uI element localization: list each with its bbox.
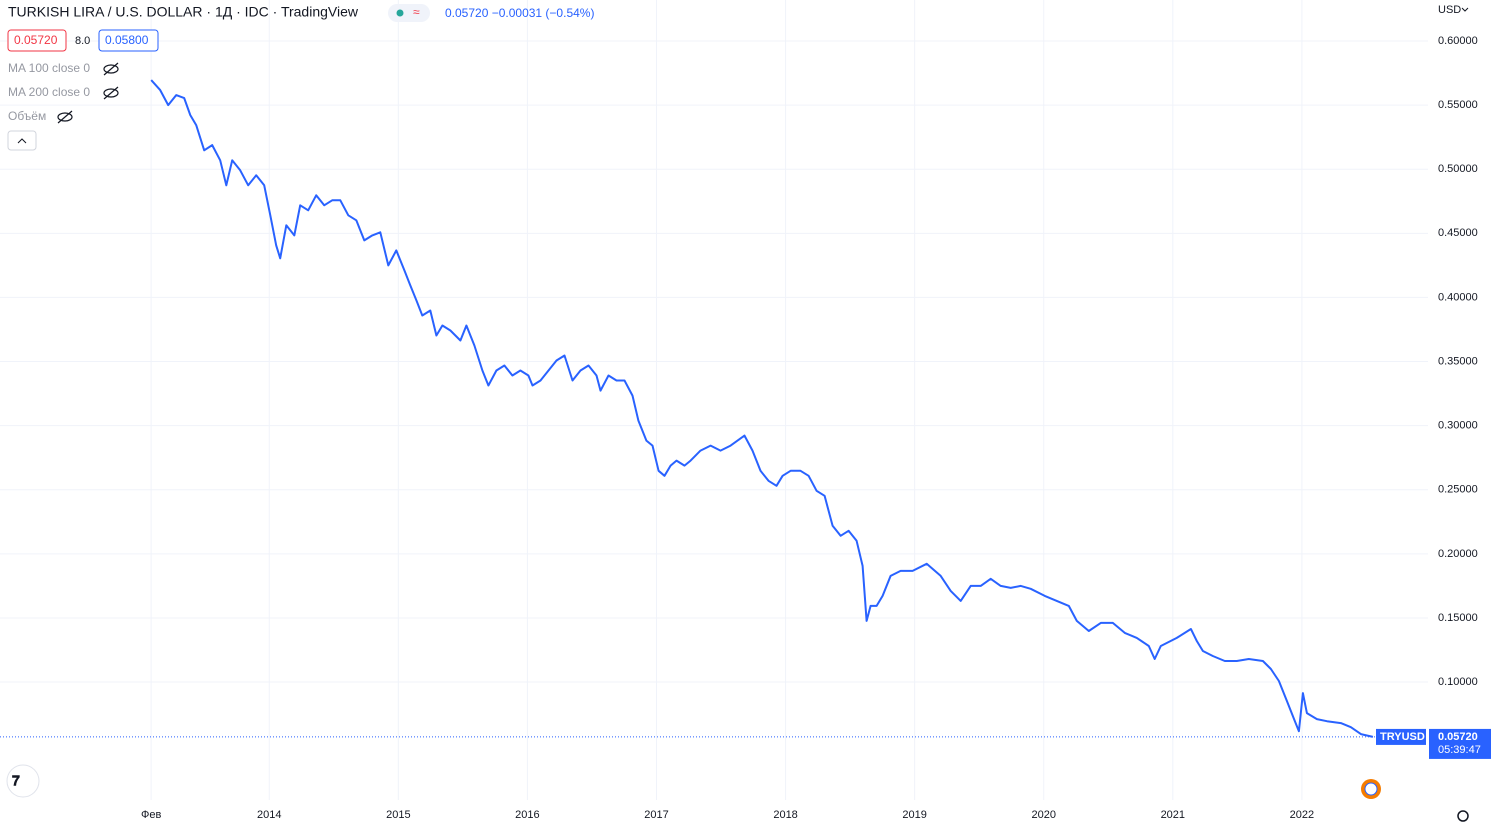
price-line	[150, 79, 1374, 738]
y-tick-label: 0.40000	[1438, 291, 1478, 303]
price-label: 0.05720	[1438, 731, 1478, 743]
symbol-label: TRYUSD	[1380, 731, 1425, 743]
settings-icon[interactable]	[1457, 810, 1469, 822]
y-tick-label: 0.30000	[1438, 420, 1478, 432]
bid: 0.05720	[14, 33, 58, 47]
indicator[interactable]: MA 200 close 0	[8, 85, 90, 99]
x-tick-label: 2014	[257, 809, 281, 821]
y-tick-label: 0.10000	[1438, 676, 1478, 688]
grid	[0, 0, 1428, 800]
currency[interactable]: USD	[1438, 4, 1461, 16]
flag-inner	[1364, 782, 1378, 796]
countdown: 05:39:47	[1438, 744, 1481, 756]
quote: 0.05720 −0.00031 (−0.54%)	[445, 6, 594, 20]
x-tick-label: Фев	[141, 809, 161, 821]
status-dot	[396, 9, 404, 17]
x-tick-label: 2018	[773, 809, 797, 821]
bid-box[interactable]	[7, 29, 67, 52]
y-tick-label: 0.15000	[1438, 612, 1478, 624]
logo-mark: 𝟕	[12, 773, 20, 789]
ask-box[interactable]	[98, 29, 159, 52]
x-tick-label: 2021	[1161, 809, 1185, 821]
x-tick-label: 2019	[902, 809, 926, 821]
chart-title: TURKISH LIRA / U.S. DOLLAR · 1Д · IDC · …	[8, 4, 359, 20]
symbol-tag	[1376, 728, 1426, 745]
y-tick-label: 0.45000	[1438, 227, 1478, 239]
delay-icon: ≈	[413, 5, 420, 19]
ask: 0.05800	[105, 33, 149, 47]
y-tick-label: 0.35000	[1438, 355, 1478, 367]
indicator[interactable]: MA 100 close 0	[8, 61, 90, 75]
hidden-icons	[57, 62, 119, 124]
x-tick-label: 2017	[644, 809, 668, 821]
status-pill[interactable]	[388, 4, 430, 22]
x-tick-label: 2015	[386, 809, 410, 821]
x-tick-label: 2020	[1031, 809, 1055, 821]
y-tick-label: 0.55000	[1438, 99, 1478, 111]
x-tick-label: 2016	[515, 809, 539, 821]
indicator[interactable]: Объём	[8, 109, 46, 123]
price-tag	[1429, 728, 1491, 759]
y-tick-label: 0.60000	[1438, 35, 1478, 47]
y-tick-label: 0.20000	[1438, 548, 1478, 560]
x-tick-label: 2022	[1290, 809, 1314, 821]
y-tick-label: 0.50000	[1438, 163, 1478, 175]
spread: 8.0	[75, 35, 90, 47]
y-tick-label: 0.25000	[1438, 484, 1478, 496]
collapse-button[interactable]	[7, 130, 37, 151]
collapse-icon	[17, 138, 27, 144]
currency-caret	[1461, 7, 1469, 12]
logo[interactable]	[6, 764, 40, 798]
